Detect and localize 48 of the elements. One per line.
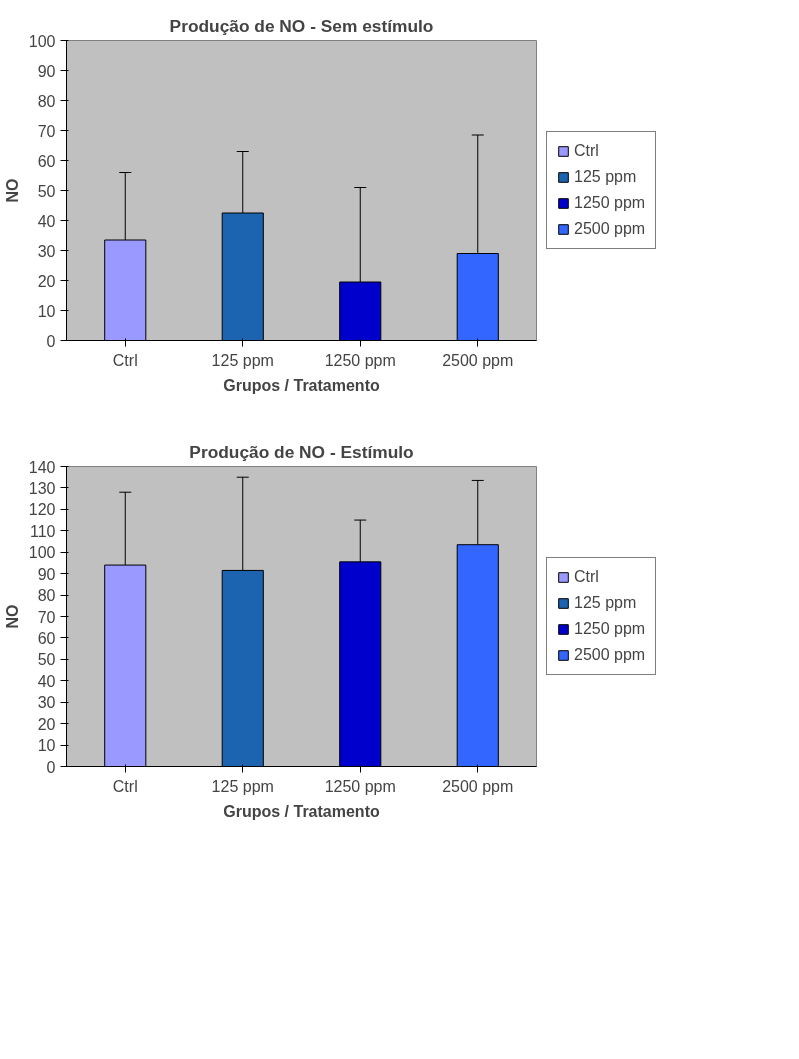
y-tick-label: 30 — [37, 242, 56, 260]
legend-label: 1250 ppm — [574, 194, 646, 212]
legend-label: 1250 ppm — [574, 620, 646, 638]
x-tick-label: 125 ppm — [211, 351, 274, 369]
y-tick-label: 20 — [37, 272, 56, 290]
y-tick-label: 20 — [37, 715, 56, 733]
x-tick-label: Ctrl — [112, 351, 138, 369]
legend-label: Ctrl — [574, 142, 599, 160]
y-tick-label: 80 — [37, 92, 56, 110]
x-tick-label: 1250 ppm — [324, 351, 396, 369]
legend-label: 125 ppm — [574, 168, 637, 186]
x-tick-label: 2500 ppm — [442, 351, 514, 369]
y-tick-label: 60 — [37, 629, 56, 647]
y-tick-label: 90 — [37, 565, 56, 583]
legend-label: 2500 ppm — [574, 646, 646, 664]
y-tick-label: 10 — [37, 737, 56, 755]
y-tick-label: 130 — [28, 479, 56, 497]
legend-label: 2500 ppm — [574, 220, 646, 238]
y-tick-label: 40 — [37, 212, 56, 230]
y-tick-label: 140 — [28, 458, 56, 476]
chart-title: Produção de NO - Estímulo — [189, 441, 414, 462]
y-tick-label: 10 — [37, 302, 56, 320]
x-axis-title: Grupos / Tratamento — [223, 802, 380, 820]
x-tick-label: 125 ppm — [211, 777, 274, 795]
x-tick-label: Ctrl — [112, 777, 138, 795]
y-tick-label: 0 — [46, 758, 56, 776]
x-tick-label: 1250 ppm — [324, 777, 396, 795]
y-tick-label: 50 — [37, 182, 56, 200]
y-tick-label: 60 — [37, 152, 56, 170]
y-tick-label: 50 — [37, 651, 56, 669]
y-tick-label: 40 — [37, 672, 56, 690]
x-axis-title: Grupos / Tratamento — [223, 376, 380, 394]
y-tick-label: 70 — [37, 122, 56, 140]
y-axis-title: NO — [3, 604, 21, 629]
y-tick-label: 120 — [28, 501, 56, 519]
x-tick-label: 2500 ppm — [442, 777, 514, 795]
y-tick-label: 70 — [37, 608, 56, 626]
y-tick-label: 30 — [37, 694, 56, 712]
y-axis-title: NO — [3, 178, 21, 203]
legend-label: 125 ppm — [574, 594, 637, 612]
y-tick-label: 80 — [37, 587, 56, 605]
y-tick-label: 110 — [29, 522, 56, 540]
y-tick-label: 100 — [28, 32, 56, 50]
y-tick-label: 90 — [37, 62, 56, 80]
chart-title: Produção de NO - Sem estímulo — [169, 15, 434, 36]
y-tick-label: 0 — [46, 332, 56, 350]
y-tick-label: 100 — [28, 544, 56, 562]
legend-label: Ctrl — [574, 568, 599, 586]
